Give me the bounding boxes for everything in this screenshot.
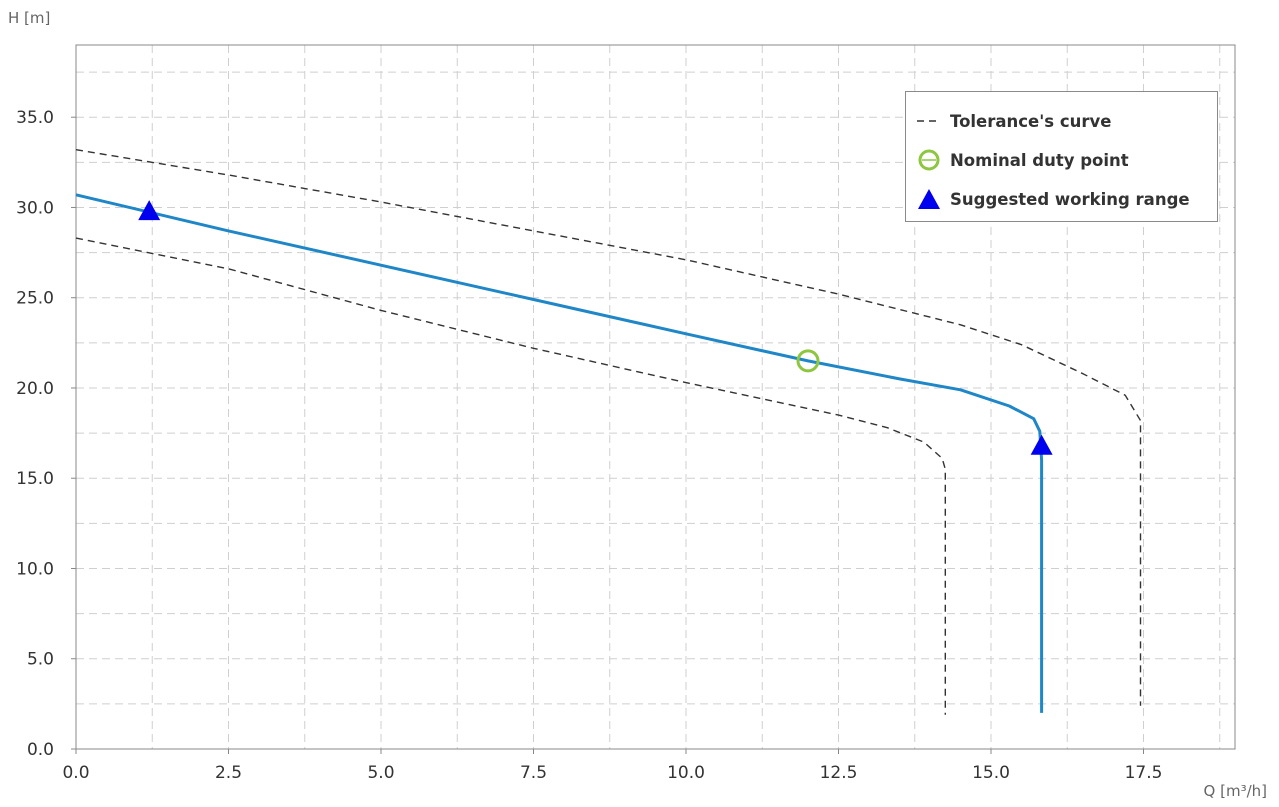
x-tick-label: 17.5 [1125, 763, 1163, 783]
y-tick-label: 25.0 [16, 289, 54, 309]
markers [138, 200, 1053, 455]
circle-marker-icon [918, 149, 940, 171]
legend-item-working-range[interactable]: Suggested working range [916, 187, 1190, 211]
legend-label: Suggested working range [950, 189, 1190, 209]
triangle-marker-icon [918, 189, 940, 209]
y-tick-label: 15.0 [16, 469, 54, 489]
working-range-marker [138, 200, 161, 221]
working-range-marker [1030, 434, 1053, 455]
x-tick-label: 15.0 [972, 763, 1010, 783]
y-tick-label: 10.0 [16, 559, 54, 579]
duty-point-marker [796, 349, 820, 373]
x-tick-label: 0.0 [62, 763, 89, 783]
tolerance-curve-line [75, 149, 1142, 706]
y-tick-label: 5.0 [27, 650, 54, 670]
axis-ticks: 0.0 2.5 5.0 7.5 10.0 12.5 15.0 17.5 0.0 5.0 10.0 15… [16, 108, 1162, 783]
dashed-line-icon [917, 120, 941, 122]
x-tick-label: 2.5 [215, 763, 242, 783]
x-tick-label: 12.5 [820, 763, 858, 783]
legend-item-duty-point[interactable]: Nominal duty point [916, 148, 1129, 172]
legend-item-tolerance[interactable]: Tolerance's curve [916, 109, 1111, 133]
x-tick-label: 10.0 [667, 763, 705, 783]
tolerance-curve-line [75, 237, 946, 715]
y-tick-label: 30.0 [16, 198, 54, 218]
legend-label: Tolerance's curve [950, 111, 1112, 131]
legend-label: Nominal duty point [950, 150, 1129, 170]
series [75, 149, 1142, 715]
legend: Tolerance's curve Nominal duty point Sug… [905, 91, 1218, 222]
y-tick-label: 20.0 [16, 379, 54, 399]
y-tick-label: 35.0 [16, 108, 54, 128]
y-tick-label: 0.0 [27, 740, 54, 760]
x-tick-label: 7.5 [520, 763, 547, 783]
y-axis-label: H [m] [8, 9, 51, 27]
plot-area-border [75, 44, 1236, 750]
pump-curve-line [75, 193, 1044, 713]
x-tick-label: 5.0 [367, 763, 394, 783]
x-axis-label: Q [m³/h] [1203, 782, 1267, 800]
